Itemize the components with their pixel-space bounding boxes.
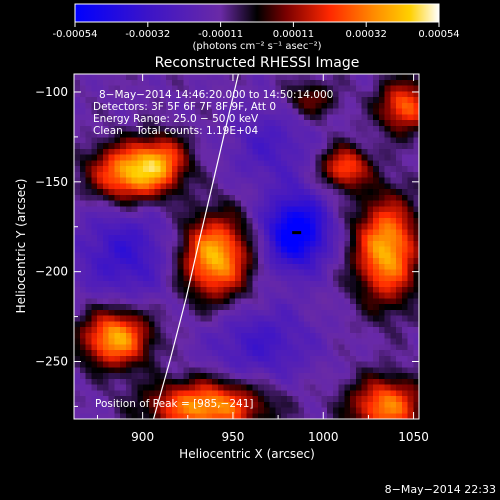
- y-tick-label: −200: [35, 265, 68, 279]
- peak-marker: [292, 231, 302, 235]
- annotation-energy: Energy Range: 25.0 − 50.0 keV: [93, 113, 259, 125]
- colorbar-tick-label: 0.00032: [346, 29, 387, 40]
- y-tick-label: −100: [35, 85, 68, 99]
- colorbar-tick-label: -0.00054: [53, 29, 98, 40]
- colorbar-tick-label: 0.00054: [418, 29, 459, 40]
- annotation-clean: Clean Total counts: 1.19E+04: [93, 125, 258, 137]
- x-tick-label: 1050: [398, 430, 429, 444]
- peak-position-label: Position of Peak = [985,−241]: [95, 398, 254, 410]
- colorbar-units: (photons cm⁻² s⁻¹ asec⁻²): [192, 41, 321, 52]
- chart-title: Reconstructed RHESSI Image: [155, 55, 360, 71]
- y-tick-label: −150: [35, 175, 68, 189]
- x-tick-label: 1000: [308, 430, 339, 444]
- colorbar-tick-label: -0.00011: [198, 29, 243, 40]
- plot-timestamp: 8−May−2014 22:33: [385, 483, 496, 496]
- colorbar-tick-label: 0.00011: [273, 29, 314, 40]
- x-tick-label: 900: [131, 430, 154, 444]
- heatmap-image: [74, 74, 419, 419]
- annotation-detectors: Detectors: 3F 5F 6F 7F 8F 9F, Att 0: [93, 101, 276, 113]
- x-axis: 900 950 1000 1050: [96, 74, 429, 444]
- x-tick-label: 950: [221, 430, 244, 444]
- colorbar: [74, 3, 440, 23]
- x-axis-label: Heliocentric X (arcsec): [179, 447, 315, 461]
- solar-limb-curve: [152, 74, 239, 419]
- annotation-time: 8−May−2014 14:46:20.000 to 14:50:14.000: [99, 89, 333, 101]
- colorbar-tick-label: -0.00032: [125, 29, 170, 40]
- colorbar-ticks: -0.00054 -0.00032 -0.00011 0.00011 0.00032 0.…: [53, 22, 460, 40]
- plot-frame: [73, 73, 420, 420]
- y-axis: −100 −150 −200 −250: [35, 85, 419, 407]
- y-tick-label: −250: [35, 355, 68, 369]
- y-axis-label: Heliocentric Y (arcsec): [14, 179, 28, 314]
